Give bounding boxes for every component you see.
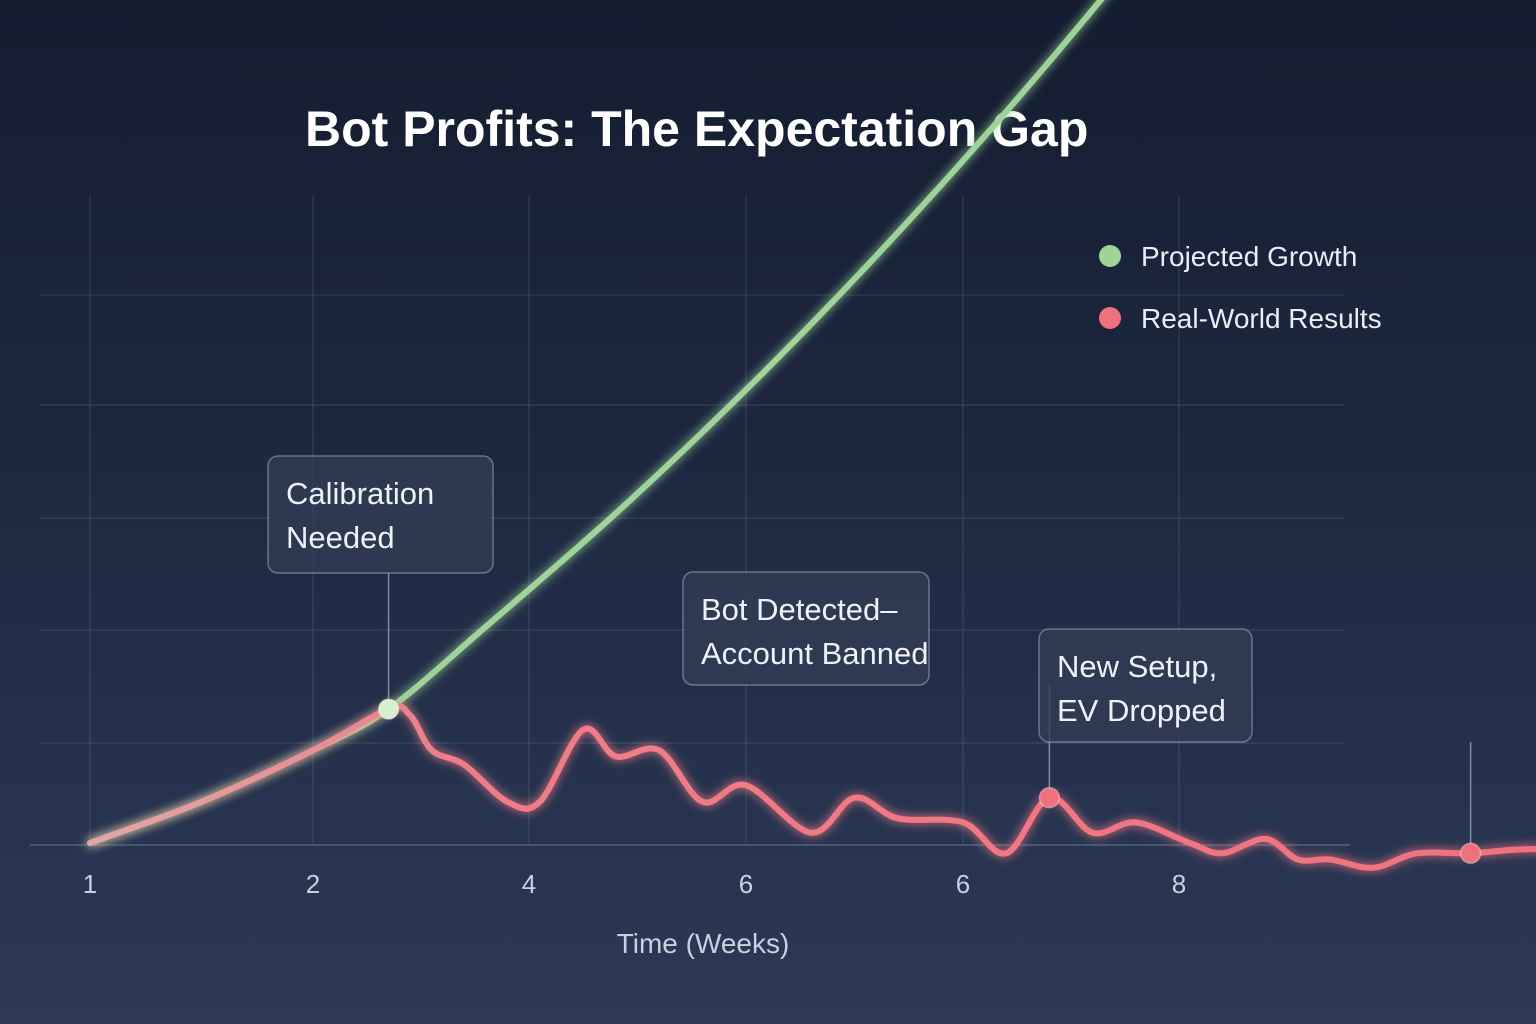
annotation-callout: Bot Detected– Account Banned	[682, 571, 1061, 809]
x-tick-label: 6	[956, 869, 970, 899]
plot-area	[87, 0, 1536, 871]
legend-swatch	[1099, 307, 1121, 329]
x-axis: 1 2 4 6 6 8	[30, 844, 1350, 899]
annotation-text: Calibration	[286, 476, 434, 511]
annotation-text: Account Banned	[701, 636, 929, 671]
annotation-box	[1038, 628, 1253, 743]
annotation-text: EV Dropped	[1057, 693, 1226, 728]
x-tick-label: 2	[306, 869, 320, 899]
legend-label: Real-World Results	[1141, 303, 1382, 334]
legend: Projected Growth Real-World Results	[1099, 241, 1382, 334]
annotation-point-marker	[377, 698, 400, 720]
annotation-text: Bot Detected–	[701, 592, 898, 627]
annotation-box	[682, 571, 930, 686]
annotation-point-marker	[1038, 786, 1061, 809]
x-tick-label: 8	[1172, 869, 1186, 899]
annotations: Calibration Needed Bot Detected– Account Ba…	[267, 455, 1482, 865]
x-tick-label: 4	[522, 869, 536, 899]
chart-title: Bot Profits: The Expectation Gap	[305, 101, 1088, 157]
annotation-text: Needed	[286, 520, 395, 555]
annotation-callout: New Setup, EV Dropped	[1038, 628, 1482, 865]
x-tick-label: 1	[83, 869, 97, 899]
x-axis-label: Time (Weeks)	[617, 928, 790, 959]
grid	[40, 195, 1345, 843]
series-line-real-world-results	[87, 703, 1536, 871]
legend-swatch	[1099, 245, 1121, 267]
annotation-box	[267, 455, 494, 574]
legend-item: Real-World Results	[1099, 303, 1382, 334]
annotation-point-marker	[1459, 842, 1482, 865]
annotation-callout: Calibration Needed	[267, 455, 494, 720]
legend-label: Projected Growth	[1141, 241, 1357, 272]
annotation-text: New Setup,	[1057, 649, 1217, 684]
legend-item: Projected Growth	[1099, 241, 1357, 272]
x-tick-label: 6	[739, 869, 753, 899]
